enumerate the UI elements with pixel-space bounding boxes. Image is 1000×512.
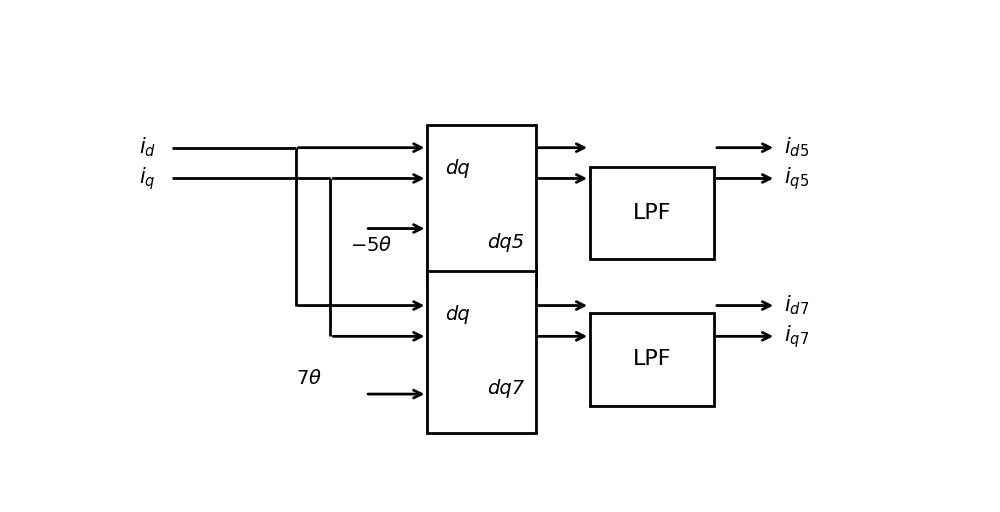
Text: $-5\theta$: $-5\theta$ <box>350 236 392 255</box>
Bar <box>590 313 714 406</box>
Bar <box>427 271 536 433</box>
Text: $i_{d7}$: $i_{d7}$ <box>784 294 809 317</box>
Text: $i_{q7}$: $i_{q7}$ <box>784 323 809 350</box>
Text: dq: dq <box>445 305 470 324</box>
Bar <box>590 167 714 260</box>
Text: $i_d$: $i_d$ <box>139 136 156 159</box>
Text: dq5: dq5 <box>487 233 524 252</box>
Text: $7\theta$: $7\theta$ <box>296 369 321 388</box>
Text: $i_q$: $i_q$ <box>139 165 155 192</box>
Text: dq: dq <box>445 159 470 178</box>
Text: LPF: LPF <box>633 349 671 370</box>
Text: LPF: LPF <box>633 203 671 223</box>
Text: dq7: dq7 <box>487 379 524 398</box>
Text: $i_{q5}$: $i_{q5}$ <box>784 165 809 192</box>
Bar <box>427 124 536 286</box>
Text: $i_{d5}$: $i_{d5}$ <box>784 136 809 159</box>
